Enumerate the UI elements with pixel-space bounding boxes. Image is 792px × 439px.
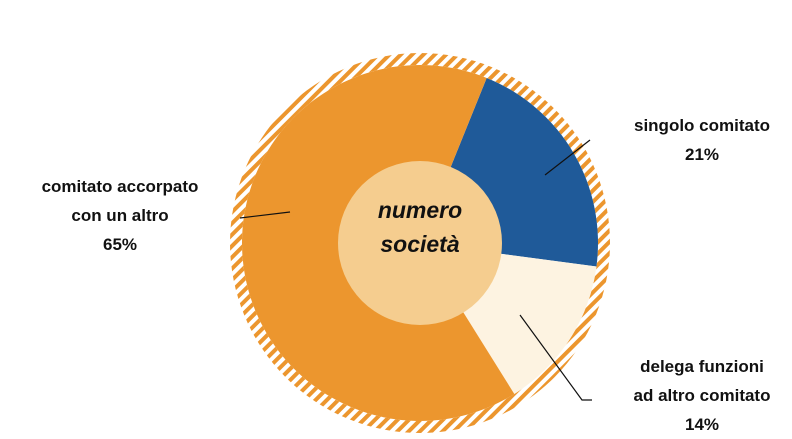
value-label: 21%: [685, 145, 719, 164]
slice-label: singolo comitato: [634, 116, 770, 135]
center-circle: [338, 161, 502, 325]
leader-line: [544, 139, 591, 176]
value-label: 65%: [103, 235, 137, 254]
value-label: 14%: [685, 415, 719, 434]
leader-line: [239, 211, 291, 219]
slice-label: comitato accorpato con un altro: [42, 177, 199, 225]
slice-label: delega funzioni ad altro comitato: [634, 357, 771, 405]
leader-line: [519, 314, 592, 401]
center-text: numero società: [378, 197, 462, 257]
